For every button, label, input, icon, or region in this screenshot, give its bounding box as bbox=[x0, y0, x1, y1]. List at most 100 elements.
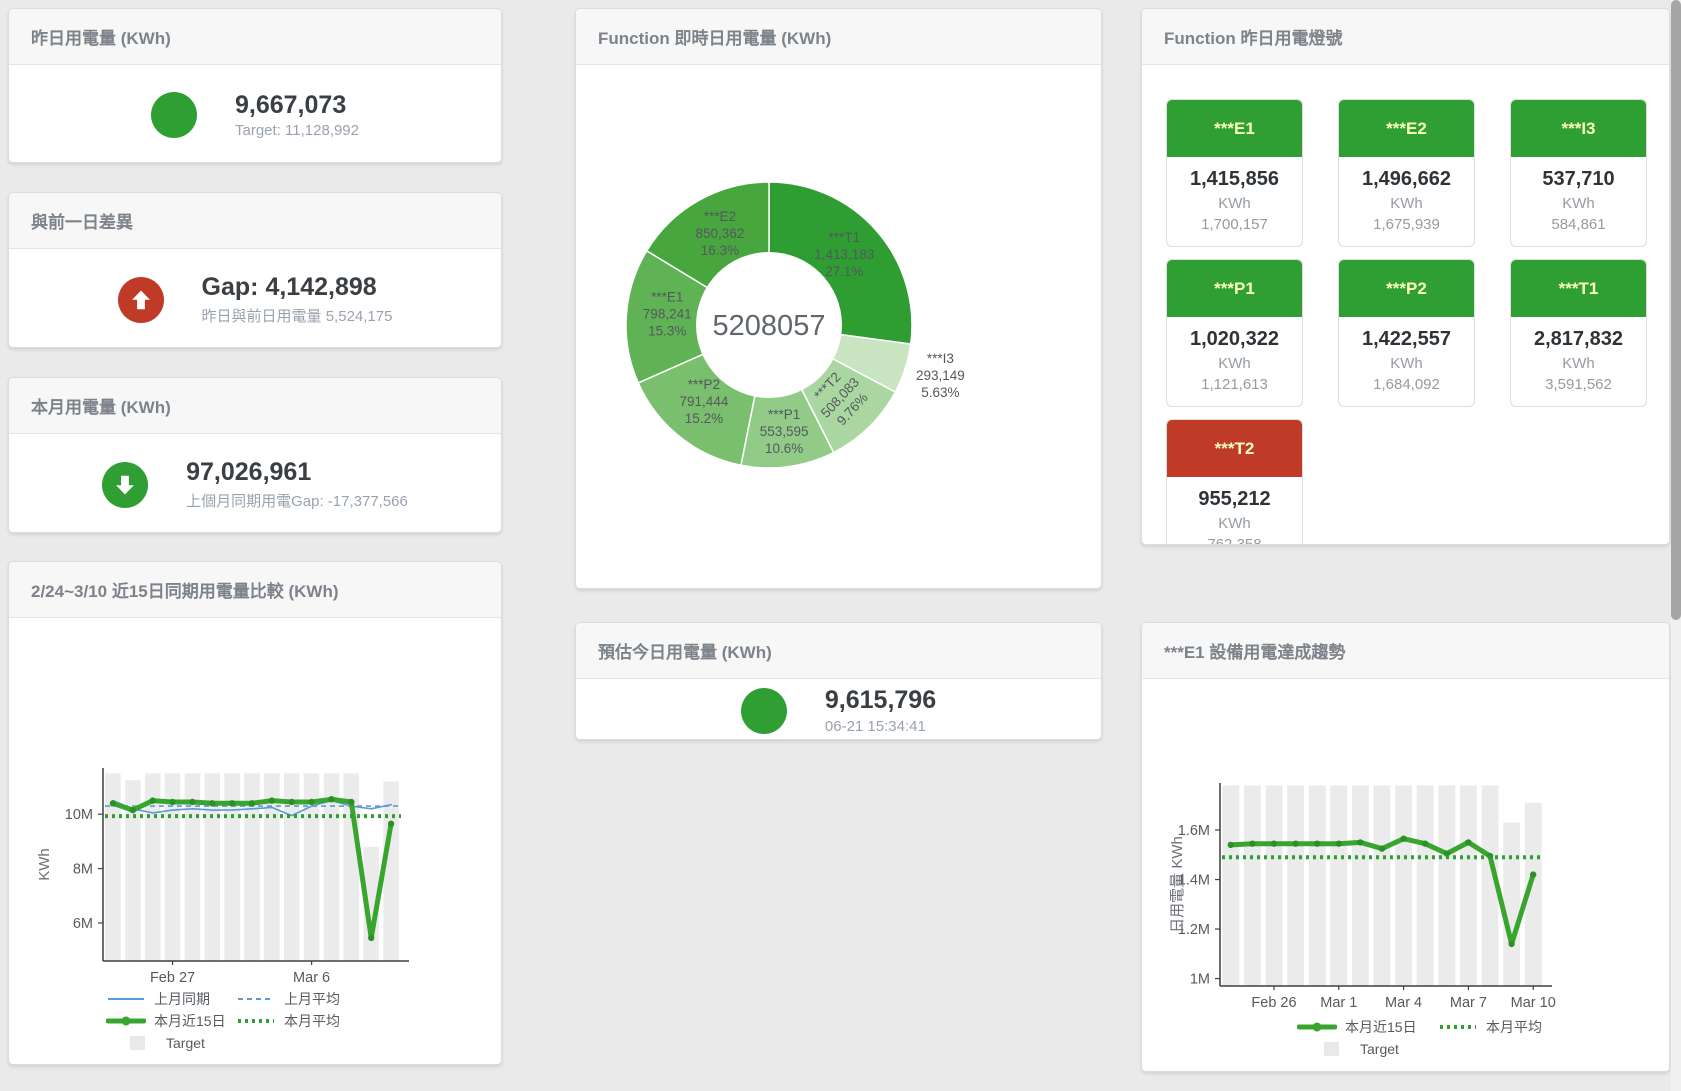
tile-header: ***P2 bbox=[1339, 260, 1474, 317]
donut-label-T1: ***T1 1,413,183 27.1% bbox=[814, 230, 874, 279]
tile-target: 3,591,562 bbox=[1545, 376, 1612, 393]
target-bar bbox=[144, 773, 161, 961]
month-usage-value: 97,026,961 bbox=[186, 458, 312, 487]
light-tile-E2[interactable]: ***E2 1,496,662 KWh 1,675,939 bbox=[1338, 99, 1475, 247]
card-title: Function 即時日用電量 (KWh) bbox=[576, 9, 1101, 65]
card-month-usage: 本月用電量 (KWh) 97,026,961 上個月同期用電Gap: -17,3… bbox=[8, 377, 502, 533]
y-tick-label: 1.4M bbox=[1178, 873, 1210, 889]
estimate-timestamp: 06-21 15:34:41 bbox=[824, 717, 926, 735]
yesterday-usage-target: Target: 11,128,992 bbox=[235, 122, 359, 140]
light-tile-P2[interactable]: ***P2 1,422,557 KWh 1,684,092 bbox=[1338, 259, 1475, 407]
target-bar bbox=[283, 773, 300, 961]
target-bar bbox=[323, 773, 340, 961]
donut-label-E2: ***E2 850,362 16.3% bbox=[696, 209, 745, 258]
tile-target: 1,700,157 bbox=[1201, 216, 1268, 233]
target-bar bbox=[1243, 785, 1261, 986]
target-bar bbox=[1524, 802, 1542, 986]
tile-target: 1,684,092 bbox=[1373, 376, 1440, 393]
tile-header: ***E2 bbox=[1339, 100, 1474, 157]
card-gap-previous-day: 與前一日差異 Gap: 4,142,898 昨日與前日用電量 5,524,175 bbox=[8, 192, 502, 348]
x-tick-label: Mar 6 bbox=[293, 970, 330, 983]
legend-item[interactable]: 本月平均 bbox=[1438, 1017, 1579, 1037]
card-title: Function 昨日用電燈號 bbox=[1142, 9, 1669, 65]
card-title: 預估今日用電量 (KWh) bbox=[576, 623, 1101, 679]
y-axis-label: 日用電量 KWh bbox=[1169, 836, 1186, 933]
card-15day-compare-chart: 2/24~3/10 近15日同期用電量比較 (KWh) 6M 8M 10M Feb 2… bbox=[8, 561, 502, 1065]
target-bar bbox=[184, 773, 201, 961]
target-bar bbox=[1416, 785, 1434, 986]
lights-grid: ***E1 1,415,856 KWh 1,700,157 ***E2 1,496,662… bbox=[1142, 65, 1669, 544]
target-bar bbox=[1351, 785, 1369, 986]
gap-body: Gap: 4,142,898 昨日與前日用電量 5,524,175 bbox=[9, 249, 501, 347]
tile-unit: KWh bbox=[1218, 355, 1251, 372]
y-tick-label: 1M bbox=[1190, 972, 1210, 988]
x-tick-label: Feb 26 bbox=[1251, 995, 1296, 1011]
tile-unit: KWh bbox=[1562, 195, 1595, 212]
target-bar bbox=[164, 773, 181, 961]
donut-label-P1: ***P1 553,595 10.6% bbox=[760, 407, 809, 456]
y-tick-label: 8M bbox=[73, 862, 93, 878]
legend-item[interactable]: Target bbox=[1312, 1041, 1453, 1057]
function-usage-donut-chart: 5208057 ***T1 1,413,183 27.1% ***I3 293,149 5.… bbox=[576, 65, 1101, 588]
tile-body: 537,710 KWh 584,861 bbox=[1511, 157, 1646, 246]
arrow-down-circle-icon bbox=[102, 461, 149, 508]
tile-unit: KWh bbox=[1390, 195, 1423, 212]
legend-item[interactable]: 本月近15日 bbox=[106, 1011, 236, 1031]
tile-body: 1,496,662 KWh 1,675,939 bbox=[1339, 157, 1474, 246]
light-tile-T1[interactable]: ***T1 2,817,832 KWh 3,591,562 bbox=[1510, 259, 1647, 407]
target-bar bbox=[383, 781, 399, 961]
x-tick-label: Feb 27 bbox=[150, 970, 195, 983]
legend-label: 本月近15日 bbox=[154, 1013, 226, 1029]
light-tile-E1[interactable]: ***E1 1,415,856 KWh 1,700,157 bbox=[1166, 99, 1303, 247]
legend-label: 本月近15日 bbox=[1345, 1019, 1417, 1035]
legend-item[interactable]: 上月平均 bbox=[236, 989, 366, 1009]
tile-header: ***T2 bbox=[1167, 420, 1302, 477]
x-tick-label: Mar 1 bbox=[1320, 995, 1357, 1011]
target-bar bbox=[303, 773, 320, 961]
light-tile-P1[interactable]: ***P1 1,020,322 KWh 1,121,613 bbox=[1166, 259, 1303, 407]
target-bar bbox=[224, 773, 240, 961]
tile-body: 1,415,856 KWh 1,700,157 bbox=[1167, 157, 1302, 246]
tile-header: ***P1 bbox=[1167, 260, 1302, 317]
target-bar bbox=[105, 773, 121, 961]
legend-row: 本月近15日 本月平均 bbox=[1297, 1016, 1669, 1038]
compare-line-chart: 6M 8M 10M Feb 27 Mar 6 KWh bbox=[9, 618, 501, 988]
tile-value: 955,212 bbox=[1198, 488, 1271, 510]
x-tick-label: Mar 10 bbox=[1511, 995, 1556, 1011]
legend-item[interactable]: 本月平均 bbox=[236, 1011, 366, 1031]
y-tick-label: 6M bbox=[73, 916, 93, 932]
target-bar bbox=[204, 773, 221, 961]
legend-label: 本月平均 bbox=[1486, 1019, 1542, 1035]
target-bar bbox=[1459, 785, 1477, 986]
tile-value: 1,496,662 bbox=[1362, 168, 1451, 190]
tile-body: 2,817,832 KWh 3,591,562 bbox=[1511, 317, 1646, 406]
estimate-body: 9,615,796 06-21 15:34:41 bbox=[576, 679, 1101, 739]
tile-value: 2,817,832 bbox=[1534, 328, 1623, 350]
card-yesterday-lights: Function 昨日用電燈號 ***E1 1,415,856 KWh 1,700,1… bbox=[1141, 8, 1670, 545]
legend-item[interactable]: 本月近15日 bbox=[1297, 1017, 1438, 1037]
month-usage-body: 97,026,961 上個月同期用電Gap: -17,377,566 bbox=[9, 434, 501, 532]
x-tick-label: Mar 4 bbox=[1385, 995, 1422, 1011]
light-tile-T2[interactable]: ***T2 955,212 KWh 762,358 bbox=[1166, 419, 1303, 544]
legend-label: 上月平均 bbox=[284, 991, 340, 1007]
card-e1-trend-chart: ***E1 設備用電達成趨勢 1M 1.2M 1.4M 1.6M Feb 26 Mar 1… bbox=[1141, 622, 1670, 1072]
y-tick-label: 1.2M bbox=[1178, 922, 1210, 938]
legend-item[interactable]: Target bbox=[118, 1035, 248, 1051]
yesterday-usage-value: 9,667,073 bbox=[235, 90, 347, 119]
tile-value: 537,710 bbox=[1542, 168, 1615, 190]
vertical-scrollbar-thumb[interactable] bbox=[1671, 0, 1681, 620]
target-bar bbox=[1287, 785, 1305, 986]
legend-item[interactable]: 上月同期 bbox=[106, 989, 236, 1009]
y-axis-label: KWh bbox=[36, 848, 53, 881]
target-bar bbox=[363, 846, 379, 961]
donut-label-I3: ***I3 293,149 5.63% bbox=[916, 351, 965, 400]
tile-unit: KWh bbox=[1562, 355, 1595, 372]
y-tick-label: 1.6M bbox=[1178, 823, 1210, 839]
tile-target: 584,861 bbox=[1551, 216, 1606, 233]
card-title: 2/24~3/10 近15日同期用電量比較 (KWh) bbox=[9, 562, 501, 618]
light-tile-I3[interactable]: ***I3 537,710 KWh 584,861 bbox=[1510, 99, 1647, 247]
y-tick-label: 10M bbox=[65, 807, 93, 823]
target-bar bbox=[125, 780, 141, 961]
tile-header: ***I3 bbox=[1511, 100, 1646, 157]
legend-label: 上月同期 bbox=[154, 991, 210, 1007]
